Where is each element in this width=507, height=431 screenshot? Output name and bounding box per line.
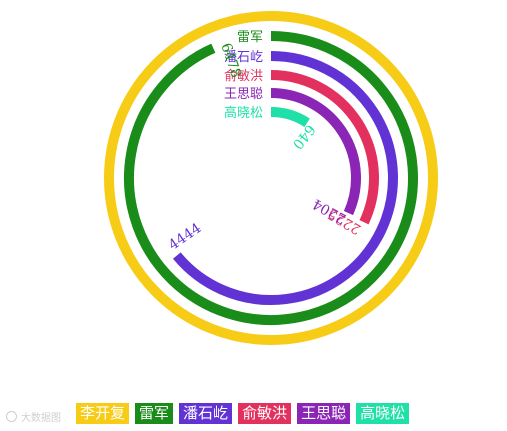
- legend-item-series-4: 王思聪: [297, 403, 351, 424]
- legend-item-series-5: 高晓松: [356, 403, 410, 424]
- category-label-series-3: 俞敏洪: [224, 68, 263, 84]
- category-label-series-4: 王思聪: [224, 87, 263, 102]
- chart-legend: 李开复 雷军 潘石屹 俞敏洪 王思聪 高晓松: [76, 403, 410, 424]
- legend-item-series-0: 李开复: [76, 403, 130, 424]
- bar-series-4: [270, 88, 361, 216]
- legend-item-series-3: 俞敏洪: [238, 403, 292, 424]
- value-label-series-5: 640: [289, 121, 318, 152]
- watermark: 大数据图: [6, 409, 61, 424]
- value-label-series-1: 6478: [217, 41, 244, 80]
- bar-series-2: [172, 51, 398, 305]
- category-label-series-5: 高晓松: [224, 105, 263, 121]
- legend-item-series-1: 雷军: [135, 403, 174, 424]
- category-label-series-2: 潘石屹: [224, 50, 263, 65]
- bar-series-1: [124, 31, 418, 325]
- watermark-logo-icon: [6, 411, 17, 422]
- value-label-series-2: 4444: [166, 220, 205, 253]
- bar-series-3: [270, 70, 379, 225]
- category-label-series-1: 雷军: [237, 30, 263, 45]
- legend-item-series-2: 潘石屹: [179, 403, 233, 424]
- bar-series-0: [104, 11, 438, 345]
- watermark-text: 大数据图: [21, 413, 61, 424]
- bar-series-5: [270, 107, 310, 128]
